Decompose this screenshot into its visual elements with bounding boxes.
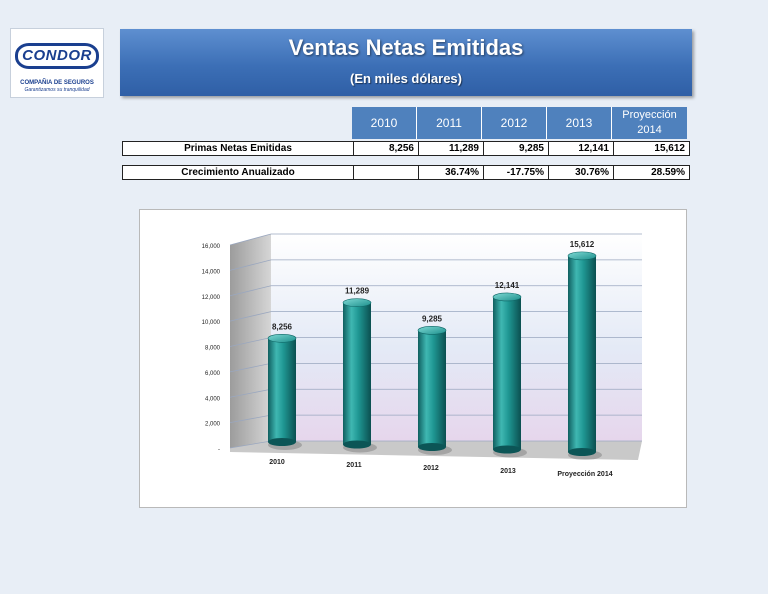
column-header: 2013 bbox=[547, 107, 612, 139]
data-label: 9,285 bbox=[422, 314, 443, 323]
bar-chart: - 2,000 4,000 6,000 8,000 10,000 12,000 14,000 1… bbox=[202, 233, 642, 478]
column-header: 2010 bbox=[352, 107, 417, 139]
page-title: Ventas Netas Emitidas bbox=[288, 35, 524, 60]
data-label: 11,289 bbox=[345, 287, 370, 296]
gridline-side bbox=[229, 233, 272, 246]
bar bbox=[343, 302, 371, 445]
bar-base bbox=[493, 445, 521, 454]
table-cell: 11,289 bbox=[419, 142, 484, 155]
y-tick-label: 8,000 bbox=[205, 346, 221, 352]
x-tick-label: 2011 bbox=[346, 462, 361, 469]
logo-slogan: Garantizamos su tranquilidad bbox=[24, 87, 90, 93]
gridline-side bbox=[229, 414, 272, 424]
bar bbox=[568, 255, 596, 452]
table-cell bbox=[354, 166, 419, 179]
gridline-side bbox=[229, 388, 272, 398]
x-tick-label: 2012 bbox=[423, 465, 439, 472]
bar-cap bbox=[567, 251, 597, 261]
column-header-projection: Proyección 2014 bbox=[612, 107, 687, 139]
gridline-side bbox=[229, 259, 272, 271]
row-label: Primas Netas Emitidas bbox=[123, 142, 354, 155]
y-tick-label: - bbox=[218, 447, 220, 453]
page-subtitle: (En miles dólares) bbox=[350, 71, 462, 86]
bar-cap bbox=[417, 326, 447, 335]
data-label: 12,141 bbox=[495, 281, 520, 290]
gridline-side bbox=[229, 362, 272, 373]
table-cell: 15,612 bbox=[654, 143, 685, 154]
y-tick-label: 16,000 bbox=[202, 244, 221, 250]
chart-frame: - 2,000 4,000 6,000 8,000 10,000 12,000 14,000 1… bbox=[139, 209, 687, 508]
projection-year: 2014 bbox=[637, 124, 662, 136]
data-label: 15,612 bbox=[570, 240, 595, 249]
company-logo: CONDOR COMPAÑIA DE SEGUROS Garantizamos … bbox=[10, 28, 104, 98]
bar bbox=[493, 296, 521, 450]
gridline-side bbox=[229, 311, 272, 322]
chart-side-wall bbox=[230, 234, 271, 448]
x-tick-label: Proyección 2014 bbox=[557, 471, 612, 478]
table-row: Primas Netas Emitidas 8,256 11,289 9,285… bbox=[122, 141, 690, 156]
y-tick-label: 10,000 bbox=[202, 320, 221, 326]
y-tick-label: 14,000 bbox=[202, 269, 221, 275]
gridline-side bbox=[229, 285, 272, 297]
y-tick-label: 4,000 bbox=[205, 396, 221, 402]
y-tick-label: 2,000 bbox=[205, 422, 221, 428]
gridline-side bbox=[229, 440, 272, 449]
row-label: Crecimiento Anualizado bbox=[123, 166, 354, 179]
bar bbox=[418, 330, 446, 447]
gridline-side bbox=[229, 337, 272, 347]
bar-cap bbox=[342, 298, 372, 307]
column-header: 2012 bbox=[482, 107, 547, 139]
title-banner: Ventas Netas Emitidas (En miles dólares) bbox=[120, 29, 692, 96]
logo-wordmark: CONDOR bbox=[15, 43, 99, 69]
table-cell: 30.76% bbox=[549, 166, 614, 179]
table-cell: -17.75% bbox=[484, 166, 549, 179]
table-cell: 12,141 bbox=[549, 142, 614, 155]
bar-base bbox=[343, 440, 371, 449]
bar-cap bbox=[492, 292, 522, 302]
table-row: Crecimiento Anualizado 36.74% -17.75% 30… bbox=[122, 165, 690, 180]
table-cell: 8,256 bbox=[354, 142, 419, 155]
y-tick-label: 6,000 bbox=[205, 371, 221, 377]
column-header: 2011 bbox=[417, 107, 482, 139]
x-tick-label: 2010 bbox=[269, 459, 285, 466]
table-header-row: 2010 2011 2012 2013 Proyección 2014 bbox=[352, 107, 687, 139]
table-cell: 9,285 bbox=[484, 142, 549, 155]
table-cell: 36.74% bbox=[419, 166, 484, 179]
bar bbox=[268, 338, 296, 442]
y-tick-label: 12,000 bbox=[202, 295, 221, 301]
bar-cap bbox=[267, 333, 297, 343]
table-cell: 28.59% bbox=[651, 167, 685, 178]
x-tick-label: 2013 bbox=[500, 468, 516, 475]
data-label: 8,256 bbox=[272, 322, 293, 331]
bar-base bbox=[268, 438, 296, 446]
bar-base bbox=[418, 443, 446, 451]
bar-base bbox=[568, 448, 596, 456]
logo-company-type: COMPAÑIA DE SEGUROS bbox=[20, 80, 94, 86]
projection-label: Proyección bbox=[622, 109, 677, 121]
